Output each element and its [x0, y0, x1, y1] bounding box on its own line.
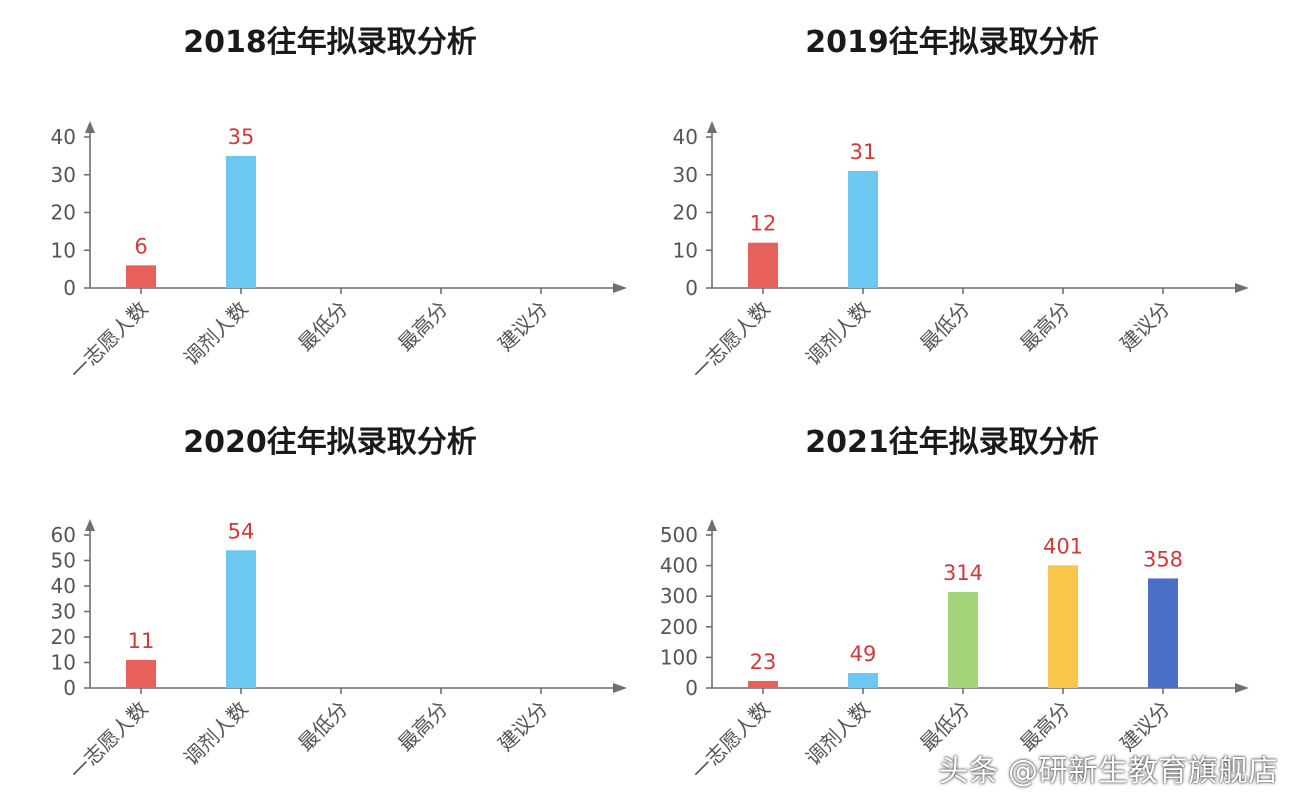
y-tick-label: 400	[660, 554, 698, 578]
y-tick-label: 30	[51, 600, 76, 624]
x-tick-label: 建议分	[493, 297, 552, 356]
x-tick-label: 建议分	[1115, 297, 1174, 356]
y-axis-arrow-icon	[85, 121, 95, 133]
bar	[748, 242, 778, 288]
y-tick-label: 30	[51, 163, 76, 187]
x-tick-label: 最高分	[1015, 297, 1074, 356]
data-label: 358	[1143, 547, 1183, 571]
chart-panel-1: 2018往年拟录取分析 0 10 20 30 40 一志愿人数 6 调剂人数 35 最低分 最高分 建议…	[51, 25, 627, 384]
data-label: 314	[943, 561, 983, 585]
data-label: 35	[228, 125, 255, 149]
data-label: 31	[850, 140, 877, 164]
x-tick-label: 调剂人数	[801, 697, 875, 771]
x-axis-arrow-icon	[1235, 683, 1249, 693]
chart-title: 2019往年拟录取分析	[805, 25, 1099, 60]
y-tick-label: 40	[51, 574, 76, 598]
y-tick-label: 10	[51, 238, 76, 262]
y-tick-label: 100	[660, 645, 698, 669]
chart-title: 2018往年拟录取分析	[183, 25, 477, 60]
x-tick-label: 调剂人数	[179, 297, 253, 371]
x-tick-label: 最低分	[293, 297, 352, 356]
x-tick-label: 调剂人数	[801, 297, 875, 371]
bar	[126, 265, 156, 288]
x-tick-label: 建议分	[493, 697, 552, 756]
y-tick-label: 60	[51, 523, 76, 547]
y-tick-label: 500	[660, 523, 698, 547]
y-tick-label: 20	[51, 201, 76, 225]
y-tick-label: 10	[673, 238, 698, 262]
y-tick-label: 30	[673, 163, 698, 187]
x-tick-label: 调剂人数	[179, 697, 253, 771]
data-label: 401	[1043, 534, 1083, 558]
y-tick-label: 0	[63, 276, 76, 300]
x-axis-arrow-icon	[613, 683, 627, 693]
bar	[948, 591, 978, 688]
bar	[126, 659, 156, 688]
watermark-text: 头条 @研新生教育旗舰店	[938, 754, 1278, 789]
bar	[226, 550, 256, 688]
y-tick-label: 0	[685, 276, 698, 300]
x-axis-arrow-icon	[1235, 283, 1249, 293]
x-tick-label: 最高分	[393, 697, 452, 756]
y-tick-label: 300	[660, 584, 698, 608]
y-tick-label: 0	[63, 676, 76, 700]
bar	[848, 170, 878, 288]
data-label: 23	[750, 650, 777, 674]
bar	[1048, 565, 1078, 688]
data-label: 49	[850, 642, 877, 666]
x-tick-label: 最低分	[915, 297, 974, 356]
chart-panel-4: 2021往年拟录取分析 0 100 200 300 400 500 一志愿人数 23 调剂人数 49…	[660, 425, 1249, 784]
data-label: 11	[128, 629, 155, 653]
bar	[848, 673, 878, 688]
y-tick-label: 200	[660, 615, 698, 639]
y-tick-label: 40	[673, 125, 698, 149]
x-tick-label: 最低分	[293, 697, 352, 756]
data-label: 12	[750, 212, 777, 236]
x-tick-label: 最高分	[393, 297, 452, 356]
x-tick-label: 一志愿人数	[687, 297, 775, 385]
chart-panel-2: 2019往年拟录取分析 0 10 20 30 40 一志愿人数 12 调剂人数 31 最低分 最高分建…	[673, 25, 1249, 384]
y-axis-arrow-icon	[85, 519, 95, 531]
chart-title: 2021往年拟录取分析	[805, 425, 1099, 460]
y-tick-label: 20	[673, 201, 698, 225]
x-tick-label: 一志愿人数	[65, 297, 153, 385]
y-tick-label: 50	[51, 549, 76, 573]
data-label: 54	[228, 519, 255, 543]
chart-title: 2020往年拟录取分析	[183, 425, 477, 460]
y-tick-label: 0	[685, 676, 698, 700]
y-axis-arrow-icon	[707, 519, 717, 531]
bar	[1148, 578, 1178, 688]
data-label: 6	[134, 234, 147, 258]
y-tick-label: 40	[51, 125, 76, 149]
y-tick-label: 10	[51, 651, 76, 675]
y-axis-arrow-icon	[707, 121, 717, 133]
x-tick-label: 一志愿人数	[687, 697, 775, 785]
x-axis-arrow-icon	[613, 283, 627, 293]
bar	[226, 155, 256, 288]
y-tick-label: 20	[51, 625, 76, 649]
x-tick-label: 一志愿人数	[65, 697, 153, 785]
bar	[748, 680, 778, 688]
